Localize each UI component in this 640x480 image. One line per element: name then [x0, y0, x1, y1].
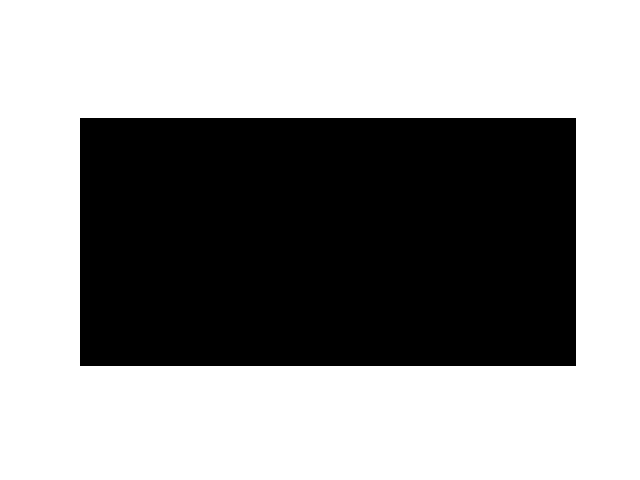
word-cloud: [80, 118, 576, 366]
word-cloud-canvas: [80, 118, 576, 366]
